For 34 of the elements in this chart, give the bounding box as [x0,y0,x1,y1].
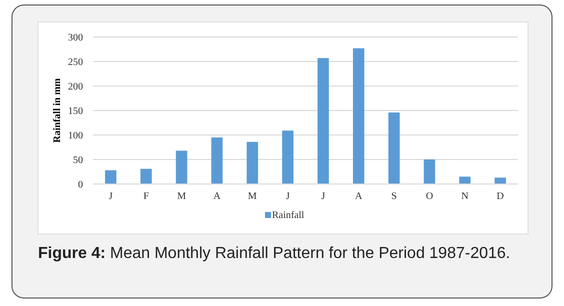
bar [318,58,329,184]
y-tick-label: 0 [78,180,83,190]
x-tick-label: N [461,191,468,202]
bar [282,130,294,184]
legend-label: Rainfall [272,210,304,221]
bar [211,137,223,184]
x-tick-label: S [391,191,397,202]
y-tick-label: 250 [68,57,83,68]
bar [140,168,152,184]
x-tick-label: D [496,191,504,202]
text: Figure 4: Mean Monthly Rainfall Pattern for the Period 1987-2016. [38,244,512,264]
x-tick-label: J [286,191,290,202]
bar [494,178,506,184]
bar [352,48,364,184]
x-tick-label: O [426,191,434,202]
bar [459,176,471,184]
y-axis-title: Rainfall in mm [52,78,63,143]
y-tick-label: 200 [68,82,83,92]
bar [105,170,116,184]
x-tick-label: A [355,191,364,202]
x-tick-label: A [213,191,222,202]
y-tick-label: 150 [68,106,83,117]
bar [388,112,400,184]
y-tick-label: 50 [73,155,83,166]
x-tick-label: J [108,191,113,202]
x-tick-label: M [248,191,257,202]
x-tick-label: M [177,191,186,202]
y-tick-label: 100 [68,130,83,142]
y-tick-label: 300 [68,32,83,44]
bar [246,142,258,184]
x-tick-label: J [321,191,326,202]
bar [176,150,188,184]
x-tick-label: F [143,191,150,202]
bar [424,160,436,184]
